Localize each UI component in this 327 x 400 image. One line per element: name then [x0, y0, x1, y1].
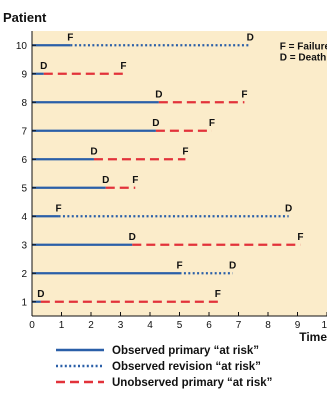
- y-tick-label: 9: [21, 69, 27, 80]
- legend-label-observed-revision: Observed revision “at risk”: [112, 361, 261, 373]
- patient-4-event-marker: D: [285, 203, 292, 214]
- patient-7-event-marker: D: [152, 118, 159, 129]
- y-tick-label: 2: [21, 269, 27, 280]
- x-tick-label: 7: [236, 320, 242, 331]
- y-tick-label: 10: [16, 41, 28, 52]
- patient-9-event-marker: D: [40, 61, 47, 72]
- patient-10-event-marker: F: [67, 32, 73, 43]
- x-tick-label: 4: [147, 320, 153, 331]
- patient-1-event-marker: F: [215, 289, 221, 300]
- y-tick-label: 3: [21, 240, 27, 251]
- y-tick-label: 1: [21, 297, 27, 308]
- y-tick-label: 5: [21, 183, 27, 194]
- patient-6-event-marker: D: [90, 146, 97, 157]
- x-tick-label: 8: [265, 320, 271, 331]
- patient-2-event-marker: D: [229, 260, 236, 271]
- patient-10-event-marker: D: [247, 32, 254, 43]
- patient-9-event-marker: F: [120, 61, 126, 72]
- axes-layer: 0 1 2 3 4 5 6 7 8 9 10 1 2 3 4 5 6 7 8 9 10: [16, 31, 327, 331]
- x-tick-label: 0: [29, 320, 35, 331]
- y-axis-label: Patient: [3, 10, 47, 25]
- key-death-text: D = Death: [280, 53, 326, 64]
- x-tick-label: 10: [321, 320, 327, 331]
- patient-8-event-marker: F: [241, 89, 247, 100]
- patient-6-event-marker: F: [182, 146, 188, 157]
- patient-4-event-marker: F: [55, 203, 61, 214]
- patient-3-event-marker: F: [297, 232, 303, 243]
- series-layer: F D D F D F D F D F D F F D D F F D D F: [32, 32, 304, 303]
- patient-5-event-marker: D: [102, 175, 109, 186]
- patient-1-event-marker: D: [37, 289, 44, 300]
- legend-label-unobserved-primary: Unobserved primary “at risk”: [112, 377, 272, 389]
- y-tick-label: 4: [21, 212, 27, 223]
- x-tick-label: 2: [88, 320, 94, 331]
- patient-3-event-marker: D: [129, 232, 136, 243]
- y-tick-label: 7: [21, 126, 27, 137]
- x-tick-label: 9: [295, 320, 301, 331]
- plot-background: [32, 31, 327, 316]
- x-tick-label: 6: [206, 320, 212, 331]
- y-tick-label: 8: [21, 98, 27, 109]
- patient-7-event-marker: F: [209, 118, 215, 129]
- legend: Observed primary “at risk” Observed revis…: [56, 345, 272, 389]
- x-tick-label: 3: [118, 320, 124, 331]
- patient-8-event-marker: D: [155, 89, 162, 100]
- patient-5-event-marker: F: [132, 175, 138, 186]
- x-axis-label: Time: [299, 330, 327, 344]
- patient-2-event-marker: F: [176, 260, 182, 271]
- legend-label-observed-primary: Observed primary “at risk”: [112, 345, 259, 357]
- x-tick-label: 1: [59, 320, 65, 331]
- key-failure-text: F = Failure: [280, 42, 327, 53]
- x-tick-label: 5: [177, 320, 183, 331]
- y-tick-label: 6: [21, 155, 27, 166]
